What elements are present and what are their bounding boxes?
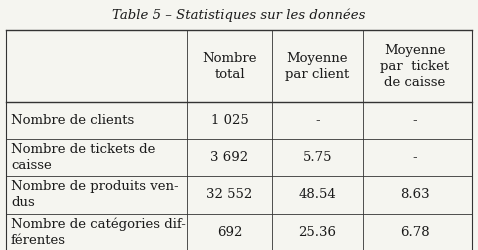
Text: -: - [413,151,417,164]
Text: 48.54: 48.54 [299,188,337,202]
Text: -: - [413,114,417,127]
Text: 5.75: 5.75 [303,151,332,164]
Text: Nombre de tickets de
caisse: Nombre de tickets de caisse [11,143,155,172]
Text: 692: 692 [217,226,242,238]
Text: Moyenne
par client: Moyenne par client [285,52,349,80]
Text: 25.36: 25.36 [298,226,337,238]
Text: Nombre
total: Nombre total [202,52,257,80]
Text: Moyenne
par  ticket
de caisse: Moyenne par ticket de caisse [380,44,449,88]
Text: 8.63: 8.63 [400,188,430,202]
Text: Nombre de clients: Nombre de clients [11,114,134,127]
Text: 3 692: 3 692 [210,151,249,164]
Text: 6.78: 6.78 [400,226,430,238]
Text: 32 552: 32 552 [206,188,252,202]
Text: -: - [315,114,320,127]
Text: 1 025: 1 025 [211,114,249,127]
Text: Table 5 – Statistiques sur les données: Table 5 – Statistiques sur les données [112,8,366,22]
Text: Nombre de produits ven-
dus: Nombre de produits ven- dus [11,180,178,210]
Text: Nombre de catégories dif-
férentes: Nombre de catégories dif- férentes [11,217,186,247]
